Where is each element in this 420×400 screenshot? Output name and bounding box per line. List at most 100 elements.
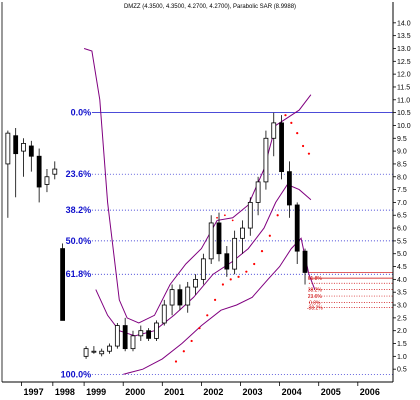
- x-tick-label: 2001: [164, 387, 184, 397]
- sar-dot: [276, 214, 279, 217]
- sar-dot: [174, 360, 178, 363]
- candle-body: [21, 143, 26, 152]
- y-tick-label: 10.0: [397, 123, 411, 130]
- y-tick-label: 6.0: [397, 226, 407, 233]
- sar-dot: [253, 262, 256, 266]
- projection-label: -38.2%: [307, 306, 323, 312]
- candle-body: [279, 122, 284, 173]
- y-tick-label: 8.0: [397, 174, 407, 181]
- y-tick-label: 1.0: [397, 354, 407, 361]
- candle-body: [91, 350, 97, 353]
- candle-body: [60, 248, 66, 321]
- candle-body: [271, 122, 277, 139]
- candle-body: [200, 258, 206, 280]
- sar-dot: [237, 275, 240, 278]
- candle-body: [294, 204, 300, 252]
- y-tick-label: 12.5: [397, 59, 411, 66]
- sar-dot: [245, 270, 248, 273]
- y-tick-label: 13.5: [397, 33, 411, 40]
- candle-body: [177, 289, 183, 306]
- x-tick-label: 1999: [86, 387, 106, 397]
- candle-body: [240, 227, 245, 239]
- projection-label: 0.0%: [309, 300, 321, 306]
- sar-dot: [206, 314, 209, 317]
- sar-dot: [296, 132, 299, 135]
- y-tick-label: 5.5: [397, 238, 407, 245]
- y-tick-label: 2.0: [397, 328, 407, 335]
- y-tick-label: 14.0: [397, 20, 411, 27]
- candle-body: [83, 348, 89, 357]
- candle-body: [130, 335, 136, 350]
- candle-body: [99, 350, 105, 355]
- sar-dot: [221, 283, 225, 286]
- y-tick-label: 3.0: [397, 303, 407, 310]
- candle-body: [13, 135, 19, 155]
- y-tick-label: 3.5: [397, 290, 407, 297]
- sar-dot: [231, 219, 234, 222]
- candle-body: [286, 171, 292, 206]
- candle-body: [302, 250, 308, 273]
- candle-body: [154, 322, 159, 339]
- candle-body: [216, 222, 222, 255]
- candle-body: [138, 330, 144, 337]
- sar-dot: [216, 216, 218, 219]
- sar-dot: [290, 121, 293, 124]
- candlesticks: [5, 112, 308, 359]
- axes: 0.5 1.0 1.5 2.0 2.5 3.0 3.5 4.0 4.5 5.0 5.5 6.0 6.5 7…: [1, 2, 411, 397]
- candle-body: [255, 181, 261, 203]
- fib-label: 61.8%: [66, 269, 92, 279]
- sar-dot: [182, 350, 185, 353]
- sar-dot: [213, 298, 217, 302]
- y-tick-label: 11.0: [397, 97, 410, 104]
- candle-body: [169, 289, 175, 306]
- x-tick-label: 2003: [243, 387, 263, 397]
- x-tick-label: 2006: [360, 387, 380, 397]
- x-tick-label: 2002: [203, 387, 223, 397]
- candle-body: [52, 168, 58, 175]
- y-tick-label: 1.5: [397, 341, 407, 348]
- sar-dot: [198, 327, 201, 330]
- fib-label: 0.0%: [71, 108, 92, 118]
- y-tick-label: 10.5: [397, 110, 411, 117]
- candle-body: [224, 253, 230, 270]
- candle-body: [232, 237, 238, 270]
- y-tick-label: 2.5: [397, 315, 407, 322]
- sar-dot: [268, 234, 271, 237]
- fib-label: 38.2%: [66, 205, 92, 215]
- candle-body: [122, 325, 128, 350]
- candle-body: [28, 145, 34, 157]
- fib-label: 50.0%: [66, 236, 92, 246]
- y-tick-label: 4.5: [397, 264, 407, 271]
- x-tick-label: 2005: [321, 387, 341, 397]
- parabolic-sar: [174, 114, 311, 363]
- sar-dot: [284, 114, 287, 117]
- candle-body: [36, 155, 42, 188]
- candle-body: [44, 176, 50, 185]
- candle-body: [263, 137, 269, 183]
- sar-dot: [260, 250, 264, 253]
- y-tick-label: 8.5: [397, 161, 407, 168]
- fib-label: 23.6%: [66, 169, 92, 179]
- y-tick-label: 6.5: [397, 213, 407, 220]
- candle-body: [208, 222, 214, 260]
- y-tick-label: 9.0: [397, 149, 407, 156]
- x-tick-label: 2004: [282, 387, 302, 397]
- x-tick-label: 1998: [55, 387, 75, 397]
- x-tick-label: 2000: [125, 387, 145, 397]
- sar-dot: [223, 214, 226, 217]
- y-tick-label: 12.0: [397, 72, 411, 79]
- projection-label: 61.8%: [308, 276, 323, 282]
- candle-body: [185, 286, 191, 306]
- chart-title: DMZZ (4.3500, 4.3500, 4.2700, 4.2700), P…: [124, 4, 296, 10]
- candle-body: [146, 330, 152, 339]
- y-tick-label: 7.0: [397, 200, 407, 207]
- sar-dot: [190, 339, 193, 343]
- projection-label: 38.2%: [308, 288, 323, 294]
- y-tick-label: 5.0: [397, 251, 407, 258]
- projection-lines: 61.8% 38.2%23.6%0.0%-38.2%: [307, 272, 393, 312]
- y-tick-label: 13.0: [397, 46, 411, 53]
- candle-body: [193, 278, 198, 288]
- sar-dot: [301, 144, 305, 148]
